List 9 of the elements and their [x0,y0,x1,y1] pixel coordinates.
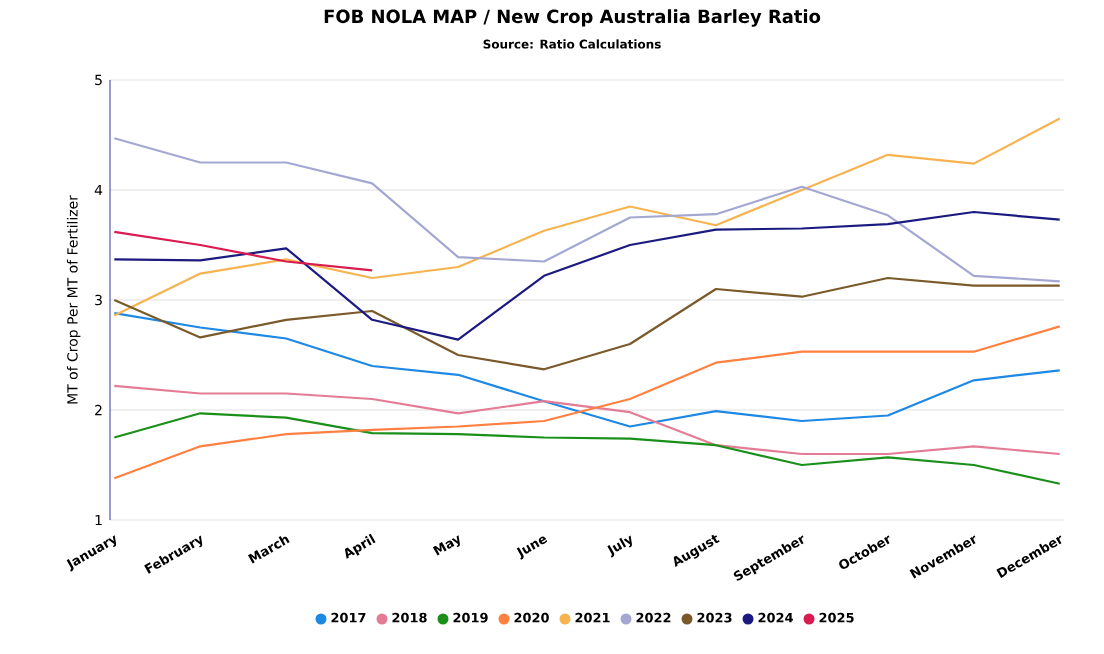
line-series [113,412,1061,485]
line-series [113,230,374,272]
line-series [113,312,1061,428]
chart-title: FOB NOLA MAP / New Crop Australia Barley Ratio [324,9,821,27]
line-series [113,384,1061,456]
line-series [113,210,1061,341]
line-series [113,276,1061,371]
line-series [113,137,1061,283]
line-series [113,117,1061,317]
